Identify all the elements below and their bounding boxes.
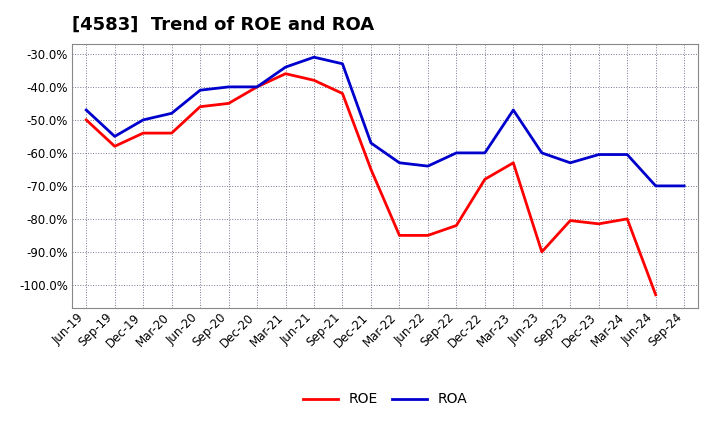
Line: ROE: ROE [86,73,656,295]
Line: ROA: ROA [86,57,684,186]
ROE [167,130,176,136]
ROE [110,143,119,149]
ROE [652,292,660,297]
ROE [537,249,546,254]
Text: [4583]  Trend of ROE and ROA: [4583] Trend of ROE and ROA [72,16,374,34]
ROA [253,84,261,89]
ROA [282,64,290,70]
ROE [282,71,290,76]
ROA [652,183,660,188]
ROE [395,233,404,238]
ROA [480,150,489,155]
ROA [196,88,204,93]
ROE [452,223,461,228]
ROA [395,160,404,165]
ROE [623,216,631,221]
ROA [82,107,91,113]
ROA [537,150,546,155]
ROA [366,140,375,146]
ROE [82,117,91,122]
ROE [595,221,603,227]
ROE [310,77,318,83]
ROA [452,150,461,155]
ROA [225,84,233,89]
ROE [366,167,375,172]
ROA [167,110,176,116]
ROA [566,160,575,165]
ROA [595,152,603,157]
ROE [338,91,347,96]
ROE [566,218,575,223]
ROA [680,183,688,188]
ROE [253,84,261,89]
ROE [509,160,518,165]
ROE [139,130,148,136]
ROE [225,101,233,106]
ROA [338,61,347,66]
ROA [110,134,119,139]
ROE [196,104,204,109]
Legend: ROE, ROA: ROE, ROA [297,387,473,412]
ROA [623,152,631,157]
ROA [310,55,318,60]
ROE [480,176,489,182]
ROA [139,117,148,122]
ROA [509,107,518,113]
ROE [423,233,432,238]
ROA [423,163,432,169]
